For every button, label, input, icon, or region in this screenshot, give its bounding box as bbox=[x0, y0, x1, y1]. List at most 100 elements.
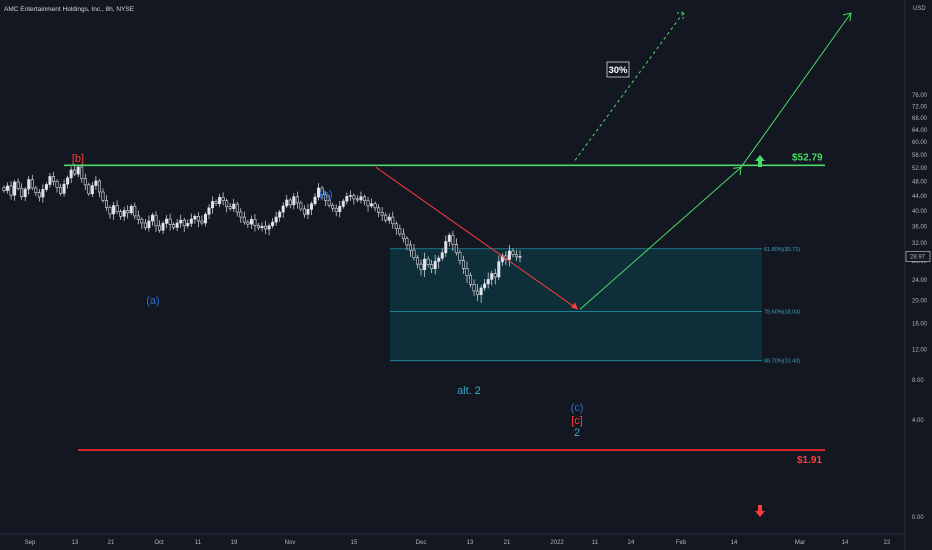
candle-body bbox=[362, 196, 366, 202]
candle-body bbox=[147, 220, 151, 229]
candle-body bbox=[444, 241, 448, 254]
candle-body bbox=[380, 212, 384, 216]
candle-body bbox=[264, 225, 268, 230]
candle-body bbox=[479, 287, 483, 295]
candle-body bbox=[129, 206, 133, 214]
candle-body bbox=[469, 275, 473, 285]
candle-body bbox=[394, 223, 398, 229]
candle-body bbox=[172, 224, 176, 228]
candle-body bbox=[200, 220, 204, 224]
wave-label-2: 2 bbox=[574, 427, 580, 439]
candle-body bbox=[483, 283, 487, 289]
candle-body bbox=[87, 184, 91, 195]
arrow-down-icon bbox=[755, 505, 765, 517]
wave-c-projection-line[interactable] bbox=[375, 166, 579, 310]
candle-body bbox=[115, 205, 119, 212]
candle-body bbox=[112, 205, 116, 215]
projection-line-2[interactable] bbox=[740, 12, 852, 168]
price-tick-11: 32.00 bbox=[912, 241, 928, 247]
projection-dashed-line[interactable] bbox=[574, 11, 685, 161]
fib-78-6-label: 78.60%(18.04) bbox=[764, 309, 800, 315]
arrow-up-icon bbox=[755, 155, 765, 167]
price-axis-ticks: 76.00 72.00 68.00 64.00 60.00 56.00 52.00 48.00… bbox=[912, 93, 928, 521]
candle-body bbox=[433, 261, 437, 270]
price-tick-7: 48.00 bbox=[912, 180, 928, 186]
time-tick-5: 19 bbox=[231, 540, 238, 546]
candle-body bbox=[16, 181, 20, 189]
candle-body bbox=[341, 200, 345, 207]
candle-body bbox=[119, 211, 123, 217]
candle-body bbox=[405, 238, 409, 246]
candle-body bbox=[30, 179, 34, 189]
wave-label-c-red: [c] bbox=[571, 415, 583, 427]
candle-body bbox=[76, 166, 80, 175]
candle-body bbox=[271, 221, 275, 227]
candle-body bbox=[440, 252, 444, 259]
candle-body bbox=[281, 205, 285, 213]
candle-body bbox=[69, 169, 73, 179]
candle-body bbox=[490, 273, 494, 280]
candle-body bbox=[37, 192, 41, 198]
candle-body bbox=[324, 194, 328, 201]
candle-body bbox=[179, 219, 183, 224]
candle-body bbox=[401, 233, 405, 239]
resistance-label: $52.79 bbox=[792, 152, 823, 163]
candle-body bbox=[83, 178, 87, 186]
candle-body bbox=[218, 197, 222, 205]
candle-body bbox=[451, 234, 455, 245]
currency-label: USD bbox=[913, 6, 926, 12]
candle-body bbox=[94, 180, 98, 186]
time-tick-13: 24 bbox=[628, 540, 635, 546]
price-tick-8: 44.00 bbox=[912, 194, 928, 200]
time-tick-7: 15 bbox=[351, 540, 358, 546]
time-tick-2: 21 bbox=[108, 540, 115, 546]
candle-body bbox=[320, 187, 324, 196]
candle-body bbox=[101, 191, 105, 201]
time-tick-10: 21 bbox=[504, 540, 511, 546]
candle-body bbox=[430, 264, 434, 270]
candle-body bbox=[355, 198, 359, 201]
price-tick-0: 76.00 bbox=[912, 93, 928, 99]
candle-body bbox=[48, 176, 52, 185]
candle-body bbox=[235, 203, 239, 213]
candle-body bbox=[225, 200, 229, 208]
candle-body bbox=[447, 234, 451, 242]
candle-body bbox=[338, 206, 342, 212]
candle-body bbox=[246, 221, 250, 225]
candle-body bbox=[295, 196, 299, 204]
candle-body bbox=[288, 199, 292, 206]
price-tick-14: 20.00 bbox=[912, 299, 928, 305]
time-tick-8: Dec bbox=[416, 540, 427, 546]
candle-body bbox=[412, 249, 416, 259]
candle-body bbox=[55, 181, 59, 188]
candle-body bbox=[317, 187, 321, 198]
candle-body bbox=[196, 215, 200, 222]
candle-body bbox=[150, 214, 154, 222]
candle-body bbox=[193, 215, 197, 220]
candle-body bbox=[80, 166, 84, 179]
candle-body bbox=[186, 223, 190, 227]
candle-body bbox=[104, 200, 108, 208]
candle-body bbox=[168, 218, 172, 225]
candle-body bbox=[175, 222, 179, 228]
candle-body bbox=[278, 211, 282, 218]
candle-body bbox=[373, 203, 377, 209]
wave-label-b-red: [b] bbox=[72, 153, 84, 165]
last-price-badge bbox=[905, 251, 931, 262]
candle-body bbox=[23, 188, 27, 197]
candle-body bbox=[267, 225, 271, 230]
projection-line-1[interactable] bbox=[579, 166, 742, 310]
candle-body bbox=[133, 206, 137, 217]
candles bbox=[2, 163, 522, 303]
candle-body bbox=[302, 208, 306, 215]
candle-body bbox=[158, 225, 162, 231]
candle-body bbox=[493, 273, 497, 278]
candle-body bbox=[154, 214, 158, 227]
time-tick-11: 2022 bbox=[550, 540, 564, 546]
price-tick-15: 16.00 bbox=[912, 321, 928, 327]
price-tick-13: 24.00 bbox=[912, 278, 928, 284]
price-tick-6: 52.00 bbox=[912, 166, 928, 172]
wave-label-alt2: alt. 2 bbox=[457, 385, 481, 397]
fib-61-8-label: 61.80%(30.71) bbox=[764, 247, 800, 253]
candle-body bbox=[437, 257, 441, 262]
